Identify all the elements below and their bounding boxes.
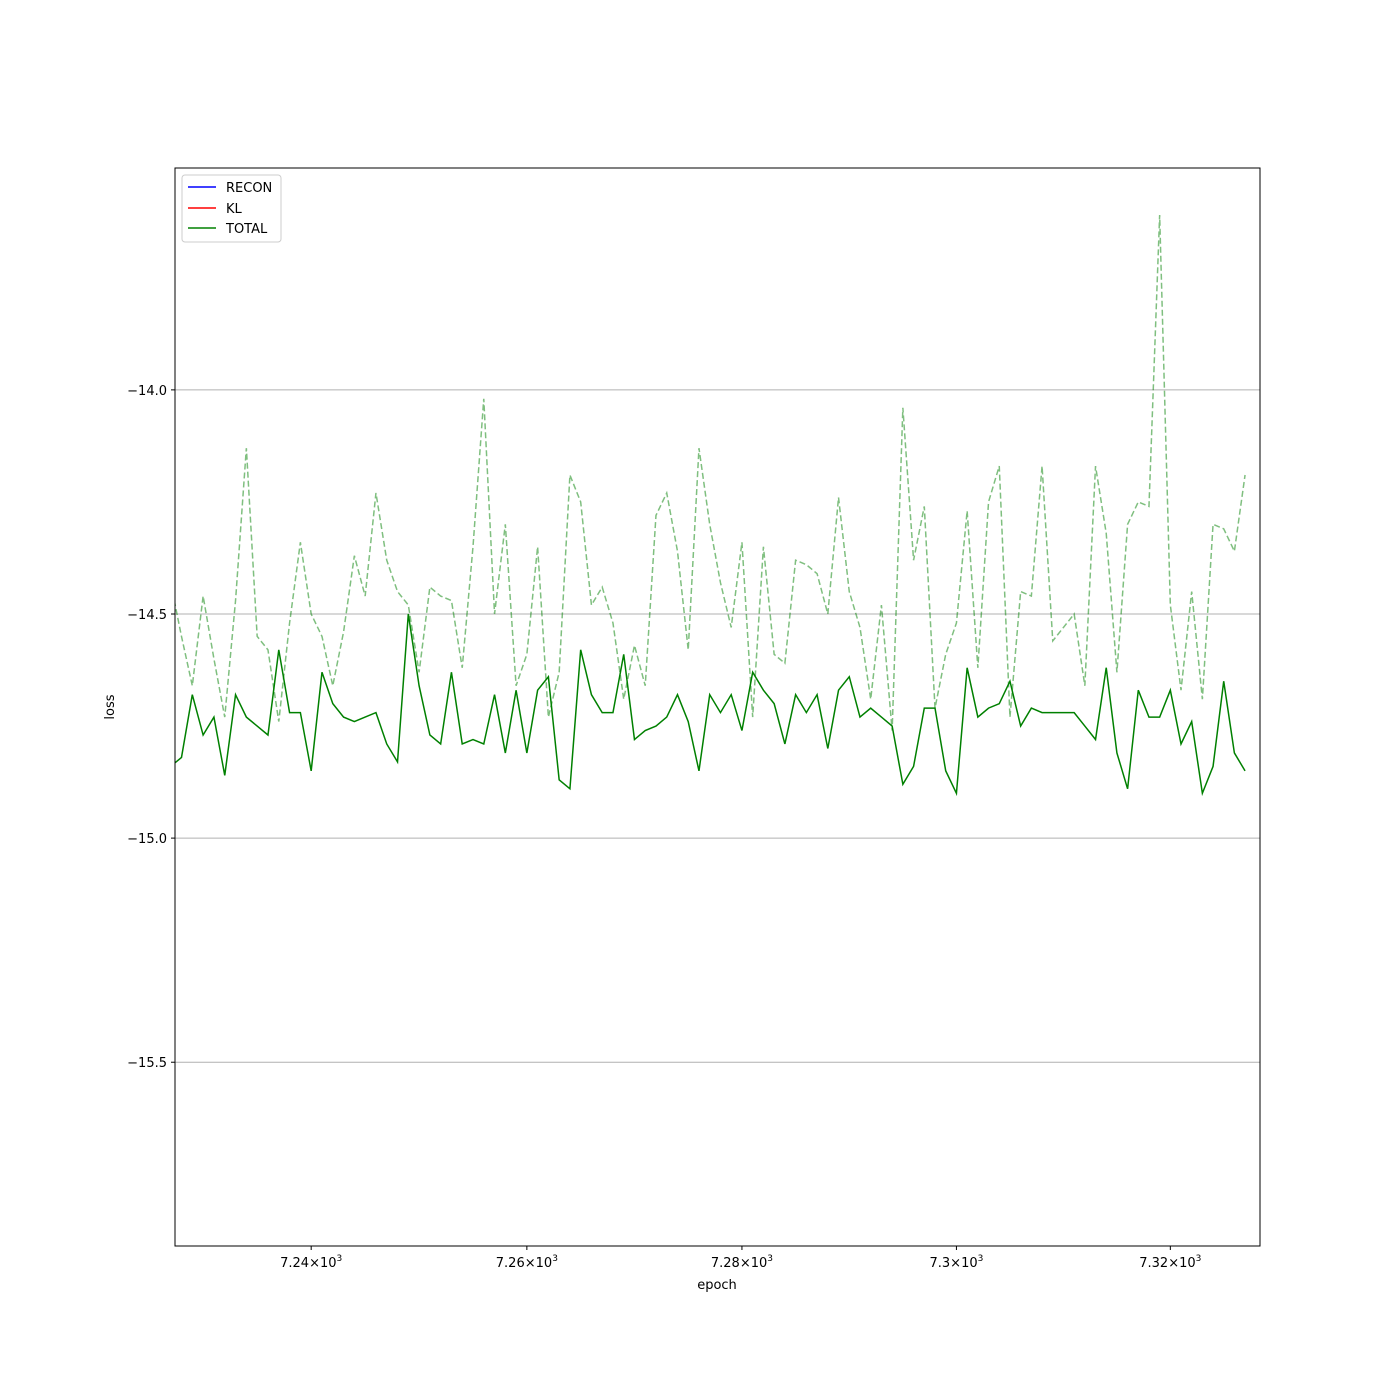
x-tick-times: × — [950, 1256, 961, 1271]
legend-label-kl: KL — [226, 202, 243, 217]
grid-lines — [175, 389, 1260, 1063]
x-tick-mantissa: 7.32 — [1139, 1256, 1168, 1271]
series-lines — [175, 215, 1246, 797]
x-tick-times: × — [1168, 1256, 1179, 1271]
x-tick-times: × — [740, 1256, 751, 1271]
x-tick-label: 7.3×103 — [929, 1254, 983, 1271]
x-tick-label: 7.32×103 — [1139, 1254, 1201, 1271]
x-tick-label: 7.24×103 — [280, 1254, 342, 1271]
x-tick-times: × — [525, 1256, 536, 1271]
legend: RECON KL TOTAL — [181, 174, 282, 243]
x-tick-mantissa: 7.26 — [496, 1256, 525, 1271]
x-tick-exponent: 3 — [978, 1254, 984, 1264]
x-tick-base: 10 — [320, 1256, 337, 1271]
x-tick-base: 10 — [961, 1256, 978, 1271]
x-tick-mantissa: 7.24 — [280, 1256, 309, 1271]
x-tick-exponent: 3 — [1196, 1254, 1202, 1264]
x-tick-times: × — [309, 1256, 320, 1271]
x-axis-label: epoch — [697, 1278, 737, 1293]
x-tick-mantissa: 7.28 — [711, 1256, 740, 1271]
y-tick-label: −15.5 — [127, 1056, 167, 1071]
y-tick-label: −14.0 — [127, 384, 167, 399]
x-tick-base: 10 — [751, 1256, 768, 1271]
y-tick-label: −14.5 — [127, 608, 167, 623]
y-tick-label: −15.0 — [127, 832, 167, 847]
x-tick-label: 7.26×103 — [496, 1254, 558, 1271]
x-tick-label: 7.28×103 — [711, 1254, 773, 1271]
plot-frame — [174, 167, 1261, 1247]
x-tick-exponent: 3 — [767, 1254, 773, 1264]
legend-frame — [181, 174, 282, 243]
x-tick-exponent: 3 — [337, 1254, 343, 1264]
x-tick-base: 10 — [1179, 1256, 1196, 1271]
legend-label-recon: RECON — [226, 181, 272, 196]
x-axis-ticks: 7.24×103 7.26×103 7.28×103 7.3×103 7.32×103 — [280, 1246, 1201, 1271]
x-tick-mantissa: 7.3 — [929, 1256, 950, 1271]
series-line-total — [175, 613, 1246, 797]
x-tick-exponent: 3 — [552, 1254, 558, 1264]
y-axis-label: loss — [103, 694, 118, 719]
x-tick-base: 10 — [536, 1256, 553, 1271]
series-line-dashed — [175, 215, 1246, 731]
y-axis-ticks: −14.0 −14.5 −15.0 −15.5 — [127, 384, 175, 1071]
legend-label-total: TOTAL — [225, 222, 268, 237]
